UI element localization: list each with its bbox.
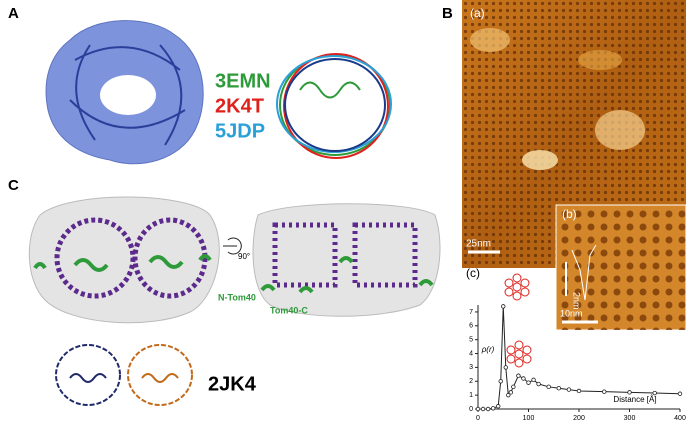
- surface-model: [45, 20, 204, 165]
- data-point: [503, 365, 508, 370]
- scale-label: 10nm: [560, 308, 583, 318]
- x-tick-label: 0: [476, 415, 480, 422]
- y-tick-label: 5: [469, 337, 473, 344]
- data-point: [546, 384, 551, 390]
- structure-name: 3EMN: [215, 70, 271, 92]
- data-point: [627, 390, 632, 395]
- data-point: [498, 379, 503, 384]
- data-point: [511, 384, 516, 390]
- data-point: [475, 406, 481, 412]
- data-point: [536, 381, 541, 387]
- y-tick-label: 7: [469, 309, 473, 316]
- data-point: [485, 406, 491, 412]
- afm-inset: [555, 204, 686, 331]
- data-point: [516, 373, 521, 378]
- data-point: [652, 390, 657, 396]
- y-tick-label: 6: [469, 323, 473, 330]
- tom40-side-view: [252, 203, 441, 317]
- panel-label: B: [442, 5, 453, 22]
- data-point: [566, 387, 572, 392]
- data-point: [531, 377, 536, 383]
- vdac-structures: [55, 344, 193, 406]
- structure-name: 5JDP: [215, 120, 265, 142]
- panel-label: A: [8, 5, 19, 22]
- annotation: N-Tom40: [218, 292, 256, 302]
- data-point: [677, 391, 683, 396]
- data-point: [506, 392, 511, 398]
- data-point: [490, 406, 496, 411]
- x-tick-label: 100: [523, 415, 535, 422]
- x-tick-label: 400: [674, 415, 686, 422]
- data-point: [501, 304, 506, 309]
- y-tick-label: 1: [469, 392, 473, 399]
- data-point: [576, 388, 582, 394]
- data-point: [556, 386, 561, 391]
- height-scale-label: 2nm: [572, 292, 582, 310]
- y-tick-label: 4: [469, 350, 473, 357]
- panel-label: (c): [466, 266, 480, 280]
- image-label: (a): [470, 6, 485, 20]
- tom40-top-view: [28, 196, 220, 324]
- y-tick-label: 2: [469, 378, 473, 385]
- y-tick-label: 0: [469, 406, 473, 413]
- y-tick-label: 3: [469, 364, 473, 371]
- x-tick-label: 300: [624, 415, 636, 422]
- ribbon-overlay: [276, 53, 392, 159]
- scale-label: 25nm: [466, 239, 491, 250]
- image-label: (b): [562, 207, 577, 221]
- data-point: [602, 389, 607, 394]
- annotation: Tom40-C: [270, 305, 308, 315]
- panel-label: C: [8, 177, 19, 194]
- pdb-label: 2JK4: [208, 373, 257, 395]
- structure-name: 2K4T: [215, 95, 264, 117]
- data-point: [508, 390, 514, 395]
- x-tick-label: 200: [573, 415, 585, 422]
- y-axis-label: ρ(r): [481, 345, 495, 354]
- data-point: [480, 406, 486, 412]
- lattice-icon: [504, 273, 532, 368]
- data-point: [526, 380, 531, 385]
- x-axis-label: Distance [Å]: [613, 395, 656, 404]
- data-point: [521, 376, 526, 381]
- rotation-label: 90°: [238, 252, 250, 261]
- rotation-arrow: [223, 237, 242, 255]
- data-point: [496, 404, 501, 409]
